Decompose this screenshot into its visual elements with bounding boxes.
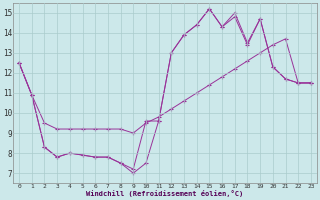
X-axis label: Windchill (Refroidissement éolien,°C): Windchill (Refroidissement éolien,°C): [86, 190, 244, 197]
